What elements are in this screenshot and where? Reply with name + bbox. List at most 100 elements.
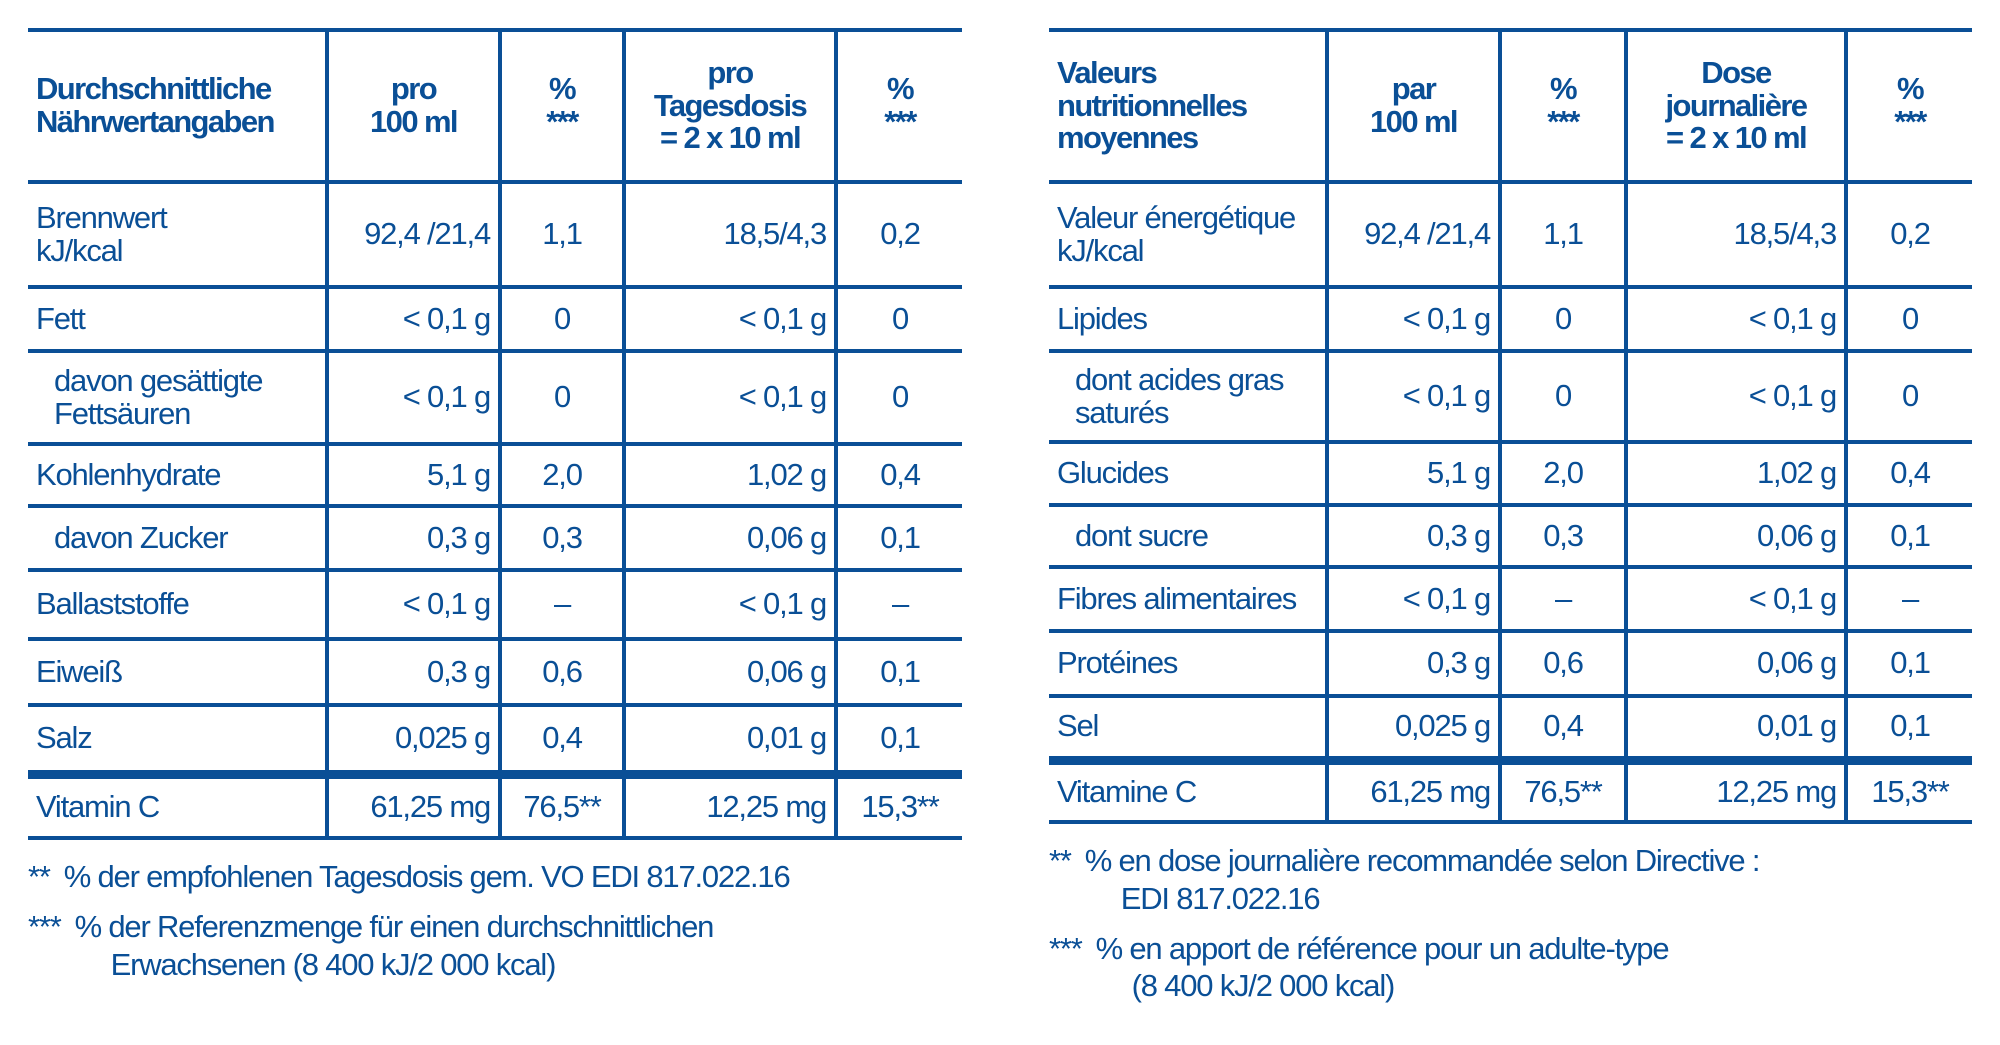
- value-per-daily-dose: < 0,1 g: [622, 349, 838, 446]
- nutrient-label: Brennwert kJ/kcal: [28, 180, 329, 289]
- header-nutrient: Valeurs nutritionnelles moyennes: [1049, 28, 1329, 184]
- table-row: Eiweiß 0,3 g 0,6 0,06 g 0,1: [28, 637, 962, 707]
- percent-ri-100ml: 0,4: [498, 703, 626, 776]
- nutrient-label: Protéines: [1049, 629, 1329, 698]
- footnote: *** % der Referenzmenge für einen durchsc…: [28, 908, 962, 984]
- footnote-line: % en apport de référence pour un adulte-…: [1095, 930, 1670, 966]
- percent-ri-100ml: 1,1: [498, 180, 626, 289]
- footnote-text: % der empfohlenen Tagesdosis gem. VO EDI…: [50, 858, 791, 896]
- nutrient-label: Glucides: [1049, 440, 1329, 507]
- percent-ri-daily-dose: 0: [1844, 349, 1972, 444]
- value-per-100ml: 5,1 g: [1325, 440, 1502, 507]
- nutrition-table: Durchschnittliche Nährwertangaben pro 100 m…: [28, 28, 962, 840]
- table-row: Sel 0,025 g 0,4 0,01 g 0,1: [1049, 694, 1972, 762]
- value-per-100ml: < 0,1 g: [325, 568, 502, 641]
- nutrient-label: Valeur énergétique kJ/kcal: [1049, 180, 1329, 289]
- footnote-line: EDI 817.022.16: [1120, 880, 1321, 916]
- percent-ri-daily-dose: –: [1844, 565, 1972, 633]
- percent-ri-100ml: 0: [498, 285, 626, 353]
- value-per-100ml: 5,1 g: [325, 442, 502, 508]
- table-row: Fibres alimentaires < 0,1 g – < 0,1 g –: [1049, 565, 1972, 633]
- percent-ri-100ml: 0,3: [498, 504, 626, 572]
- nutrient-label: davon Zucker: [28, 504, 329, 572]
- nutrient-label: Salz: [28, 703, 329, 776]
- value-per-100ml: < 0,1 g: [1325, 285, 1502, 353]
- header-percent-ri-daily: % ***: [1844, 28, 1972, 184]
- table-row: Salz 0,025 g 0,4 0,01 g 0,1: [28, 703, 962, 776]
- header-per-daily-dose: Dose journalière = 2 x 10 ml: [1624, 28, 1848, 184]
- percent-ri-100ml: 1,1: [1498, 180, 1628, 289]
- header-row: Valeurs nutritionnelles moyennes par 100 ml%…: [1049, 28, 1972, 184]
- footnote-text: % der Referenzmenge für einen durchschni…: [61, 908, 715, 984]
- percent-ri-daily-dose: 0: [1844, 285, 1972, 353]
- table-row: Vitamin C 61,25 mg 76,5** 12,25 mg 15,3**: [28, 769, 962, 840]
- value-per-daily-dose: 0,01 g: [1624, 694, 1848, 762]
- footnotes: ** % der empfohlenen Tagesdosis gem. VO E…: [28, 858, 962, 983]
- nutrient-label: Fett: [28, 285, 329, 353]
- percent-ri-100ml: 0: [1498, 349, 1628, 444]
- value-per-100ml: 61,25 mg: [1325, 755, 1502, 824]
- percent-ri-daily-dose: 0,1: [1844, 503, 1972, 569]
- nutrient-label: Fibres alimentaires: [1049, 565, 1329, 633]
- value-per-daily-dose: 0,06 g: [1624, 629, 1848, 698]
- footnote-line: % en dose journalière recommandée selon …: [1084, 843, 1761, 878]
- footnote-line: Erwachsenen (8 400 kJ/2 000 kcal): [110, 946, 557, 982]
- value-per-daily-dose: 1,02 g: [622, 442, 838, 508]
- table-row: davon gesättigte Fettsäuren < 0,1 g 0 < 0,1 …: [28, 349, 962, 446]
- footnote-marker: ***: [1049, 930, 1083, 966]
- value-per-daily-dose: < 0,1 g: [622, 285, 838, 353]
- percent-ri-100ml: 0,3: [1498, 503, 1628, 569]
- table-row: Ballaststoffe < 0,1 g – < 0,1 g –: [28, 568, 962, 641]
- value-per-daily-dose: 0,06 g: [622, 504, 838, 572]
- value-per-100ml: 0,025 g: [1325, 694, 1502, 762]
- header-per-100ml: pro 100 ml: [325, 28, 502, 184]
- header-percent-ri-daily: % ***: [834, 28, 962, 184]
- footnote: ** % der empfohlenen Tagesdosis gem. VO E…: [28, 858, 962, 896]
- percent-ri-100ml: –: [1498, 565, 1628, 633]
- percent-ri-100ml: –: [498, 568, 626, 641]
- table-row: Vitamine C 61,25 mg 76,5** 12,25 mg 15,3**: [1049, 755, 1972, 824]
- value-per-daily-dose: 0,06 g: [1624, 503, 1848, 569]
- value-per-100ml: 61,25 mg: [325, 769, 502, 840]
- percent-ri-daily-dose: 0,1: [834, 637, 962, 707]
- nutrient-label: Ballaststoffe: [28, 568, 329, 641]
- header-per-100ml: par 100 ml: [1325, 28, 1502, 184]
- percent-ri-100ml: 0,6: [498, 637, 626, 707]
- percent-ri-daily-dose: 0,1: [834, 703, 962, 776]
- footnote-text: % en apport de référence pour un adulte-…: [1082, 930, 1670, 1006]
- table-row: Valeur énergétique kJ/kcal 92,4 /21,4 1,1 18…: [1049, 180, 1972, 289]
- footnote: ** % en dose journalière recommandée selo…: [1049, 842, 1972, 918]
- percent-ri-100ml: 0,6: [1498, 629, 1628, 698]
- value-per-daily-dose: 12,25 mg: [622, 769, 838, 840]
- percent-ri-daily-dose: –: [834, 568, 962, 641]
- value-per-daily-dose: 18,5/4,3: [1624, 180, 1848, 289]
- table-row: Glucides 5,1 g 2,0 1,02 g 0,4: [1049, 440, 1972, 507]
- nutrition-table: Valeurs nutritionnelles moyennes par 100 ml%…: [1049, 28, 1972, 824]
- percent-ri-100ml: 0: [498, 349, 626, 446]
- footnote-line: (8 400 kJ/2 000 kcal): [1131, 968, 1396, 1004]
- value-per-100ml: 0,3 g: [325, 637, 502, 707]
- percent-ri-daily-dose: 0,2: [1844, 180, 1972, 289]
- nutrient-label: davon gesättigte Fettsäuren: [28, 349, 329, 446]
- header-per-daily-dose: pro Tagesdosis = 2 x 10 ml: [622, 28, 838, 184]
- nutrient-label: Lipides: [1049, 285, 1329, 353]
- header-row: Durchschnittliche Nährwertangaben pro 100 m…: [28, 28, 962, 184]
- value-per-daily-dose: 18,5/4,3: [622, 180, 838, 289]
- nutrient-label: Eiweiß: [28, 637, 329, 707]
- footnote-line: % der empfohlenen Tagesdosis gem. VO EDI…: [63, 859, 791, 894]
- value-per-100ml: < 0,1 g: [325, 349, 502, 446]
- value-per-daily-dose: < 0,1 g: [1624, 349, 1848, 444]
- percent-ri-daily-dose: 0: [834, 285, 962, 353]
- value-per-daily-dose: 12,25 mg: [1624, 755, 1848, 824]
- percent-ri-daily-dose: 15,3**: [834, 769, 962, 840]
- header-nutrient: Durchschnittliche Nährwertangaben: [28, 28, 329, 184]
- value-per-daily-dose: < 0,1 g: [1624, 565, 1848, 633]
- percent-ri-daily-dose: 0,1: [1844, 629, 1972, 698]
- percent-ri-100ml: 2,0: [1498, 440, 1628, 507]
- nutrient-label: dont sucre: [1049, 503, 1329, 569]
- percent-ri-daily-dose: 15,3**: [1844, 755, 1972, 824]
- table-row: Kohlenhydrate 5,1 g 2,0 1,02 g 0,4: [28, 442, 962, 508]
- table-row: davon Zucker 0,3 g 0,3 0,06 g 0,1: [28, 504, 962, 572]
